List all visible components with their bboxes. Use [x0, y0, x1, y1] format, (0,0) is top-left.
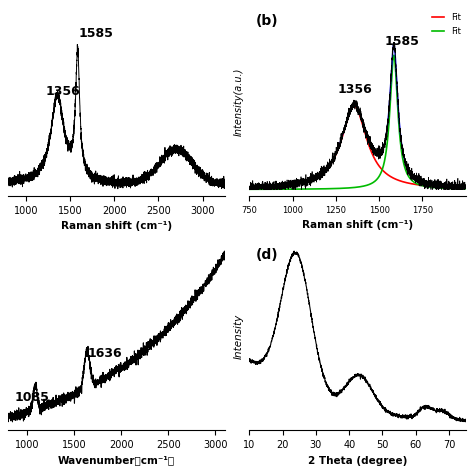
Legend: Fit, Fit: Fit, Fit [428, 10, 464, 39]
X-axis label: Raman shift (cm⁻¹): Raman shift (cm⁻¹) [61, 221, 172, 231]
Text: 1356: 1356 [46, 85, 80, 98]
Text: 1585: 1585 [384, 35, 419, 47]
Text: (b): (b) [256, 14, 278, 28]
Text: 1356: 1356 [337, 83, 373, 96]
Text: 1636: 1636 [87, 347, 122, 360]
X-axis label: Wavenumber（cm⁻¹）: Wavenumber（cm⁻¹） [58, 456, 175, 465]
Text: 1585: 1585 [78, 27, 113, 40]
X-axis label: Raman shift (cm⁻¹): Raman shift (cm⁻¹) [302, 220, 413, 230]
Y-axis label: Intensity(a.u.): Intensity(a.u.) [234, 68, 244, 137]
Y-axis label: Intensity: Intensity [234, 314, 244, 359]
X-axis label: 2 Theta (degree): 2 Theta (degree) [308, 456, 407, 465]
Text: (d): (d) [256, 248, 278, 262]
Text: 1085: 1085 [15, 392, 50, 404]
